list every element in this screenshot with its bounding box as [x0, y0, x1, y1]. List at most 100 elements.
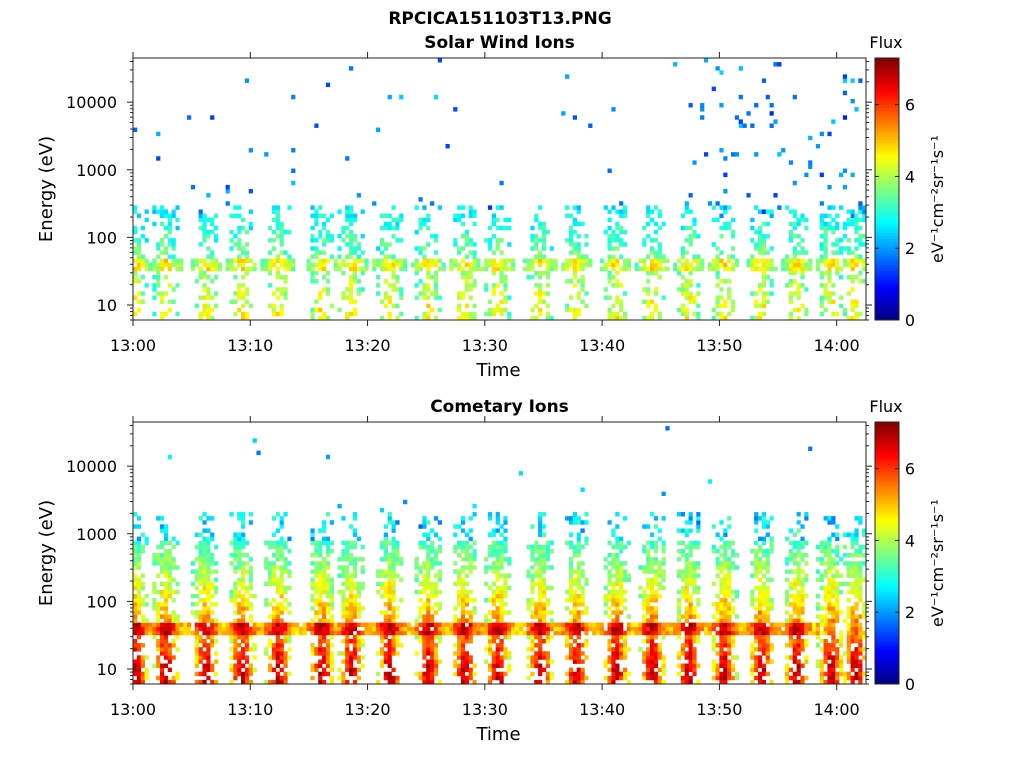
heatmap-cell — [653, 561, 659, 566]
heatmap-cell — [611, 671, 616, 677]
heatmap-cell — [765, 634, 770, 640]
heatmap-cell — [198, 589, 203, 595]
heatmap-cell — [503, 287, 508, 292]
heatmap-cell — [364, 262, 369, 268]
heatmap-cell — [688, 573, 693, 578]
heatmap-cell — [584, 655, 589, 660]
heatmap-cell — [233, 602, 238, 607]
heatmap-cell — [541, 602, 547, 607]
heatmap-cell — [796, 250, 801, 255]
heatmap-cell — [765, 209, 770, 214]
heatmap-cell — [310, 270, 315, 276]
heatmap-cell — [206, 536, 211, 542]
heatmap-cell — [599, 266, 605, 272]
heatmap-cell — [349, 524, 354, 529]
heatmap-cell — [175, 622, 180, 628]
heatmap-cell — [271, 569, 277, 574]
heatmap-cell — [133, 630, 138, 636]
heatmap-cell — [464, 634, 469, 640]
heatmap-cell — [237, 577, 242, 582]
heatmap-cell — [391, 651, 396, 656]
heatmap-cell — [565, 679, 570, 685]
heatmap-cell — [800, 622, 805, 628]
heatmap-cell — [800, 602, 805, 607]
heatmap-cell — [426, 647, 431, 652]
heatmap-cell — [711, 626, 716, 632]
heatmap-cell — [615, 610, 620, 615]
heatmap-cell — [244, 299, 250, 304]
heatmap-cell — [727, 647, 732, 652]
heatmap-cell — [507, 630, 512, 636]
heatmap-cell — [329, 254, 334, 259]
heatmap-cell — [194, 634, 199, 640]
heatmap-cell — [727, 540, 732, 546]
heatmap-cell — [819, 274, 824, 280]
heatmap-cell — [248, 266, 253, 272]
heatmap-cell — [433, 283, 439, 288]
heatmap-cell — [607, 234, 612, 239]
heatmap-cell — [800, 217, 805, 223]
heatmap-cell — [464, 598, 469, 603]
heatmap-cell — [773, 630, 778, 636]
heatmap-cell — [572, 520, 578, 525]
heatmap-cell — [140, 581, 145, 587]
heatmap-cell — [252, 630, 257, 636]
heatmap-cell — [754, 638, 759, 644]
heatmap-cell — [507, 634, 512, 640]
heatmap-cell — [734, 655, 740, 660]
heatmap-cell — [622, 315, 628, 321]
heatmap-cell — [792, 561, 797, 566]
heatmap-cell — [202, 643, 207, 648]
heatmap-cell — [464, 565, 469, 570]
heatmap-cell — [252, 655, 257, 660]
heatmap-cell — [418, 225, 423, 231]
heatmap-cell — [792, 209, 797, 214]
heatmap-cell — [403, 266, 408, 272]
colorbar-swatch — [875, 302, 899, 306]
heatmap-cell — [719, 663, 724, 668]
heatmap-cell — [854, 299, 859, 304]
heatmap-cell — [387, 659, 392, 664]
heatmap-cell — [468, 250, 473, 255]
heatmap-cell — [730, 548, 736, 554]
heatmap-cell — [275, 565, 280, 570]
heatmap-cell — [688, 610, 693, 615]
heatmap-cell — [495, 565, 500, 570]
heatmap-cell — [723, 225, 728, 231]
heatmap-cell — [472, 209, 477, 214]
heatmap-cell — [472, 663, 477, 668]
heatmap-cell — [784, 561, 790, 566]
heatmap-cell — [657, 585, 662, 591]
heatmap-cell — [395, 561, 400, 566]
heatmap-cell — [572, 610, 578, 615]
heatmap-cell — [499, 258, 504, 264]
heatmap-cell — [603, 229, 608, 235]
heatmap-cell — [241, 553, 246, 558]
heatmap-cell — [214, 303, 219, 309]
heatmap-cell — [499, 643, 504, 648]
heatmap-cell — [237, 307, 242, 313]
heatmap-cell — [576, 651, 581, 656]
heatmap-cell — [256, 630, 261, 636]
heatmap-cell — [418, 581, 423, 587]
heatmap-cell — [345, 626, 350, 632]
heatmap-cell — [322, 602, 327, 607]
heatmap-cell — [356, 589, 361, 595]
heatmap-cell — [572, 115, 578, 120]
heatmap-cell — [430, 561, 435, 566]
heatmap-cell — [611, 638, 616, 644]
heatmap-cell — [291, 262, 296, 268]
heatmap-cell — [804, 626, 809, 632]
heatmap-cell — [757, 238, 763, 243]
heatmap-cell — [422, 565, 427, 570]
heatmap-cell — [133, 295, 138, 300]
heatmap-cell — [796, 569, 801, 574]
heatmap-cell — [241, 634, 246, 640]
heatmap-cell — [568, 643, 574, 648]
heatmap-cell — [460, 655, 466, 660]
heatmap-cell — [202, 581, 207, 587]
heatmap-cell — [676, 626, 682, 632]
heatmap-cell — [653, 663, 659, 668]
heatmap-cell — [838, 295, 844, 300]
heatmap-cell — [360, 557, 365, 562]
